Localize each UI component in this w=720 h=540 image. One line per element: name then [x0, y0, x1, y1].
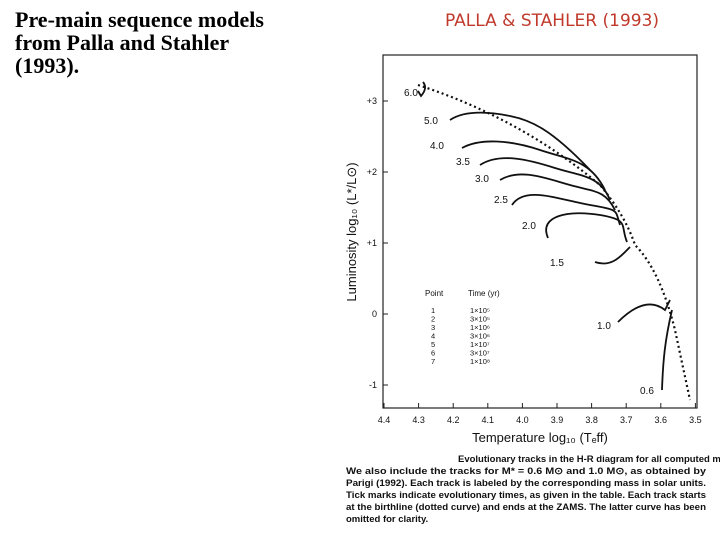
table-cell: 1	[431, 306, 435, 315]
table-cell: 7	[431, 357, 435, 366]
table-cell: 3	[431, 323, 435, 332]
evolutionary-track	[479, 157, 611, 201]
evolutionary-track	[449, 111, 591, 171]
tracks	[417, 81, 692, 401]
birthline	[417, 83, 692, 401]
table-header: Time (yr)	[468, 289, 500, 298]
table-cell: 1×10⁶	[470, 323, 490, 332]
table-cell: 4	[431, 332, 435, 341]
table-cell: 1×10⁸	[470, 357, 490, 366]
mass-label: 3.0	[475, 174, 489, 185]
x-tick-label: 4.1	[482, 415, 495, 425]
caption-line: omitted for clarity.	[346, 514, 428, 525]
x-tick-label: 4.0	[516, 415, 529, 425]
caption-line: We also include the tracks for M* = 0.6 …	[346, 466, 707, 477]
evolutionary-track	[417, 81, 426, 98]
table-cell: 6	[431, 349, 435, 358]
mass-label: 6.0	[404, 88, 418, 99]
caption-line: at the birthline (dotted curve) and ends…	[346, 502, 706, 513]
y-tick-label: +3	[367, 96, 377, 106]
mass-label: 1.5	[550, 258, 564, 269]
caption-line: Evolutionary tracks in the H-R diagram f…	[458, 454, 720, 465]
x-tick-label: 3.9	[551, 415, 564, 425]
evolutionary-track	[461, 140, 606, 191]
title-line: (1993).	[15, 53, 80, 78]
table-cell: 3×10⁶	[470, 332, 490, 341]
table-cell: 3×10⁷	[470, 349, 490, 358]
mass-label: 1.0	[597, 321, 611, 332]
x-tick-label: 4.3	[412, 415, 425, 425]
mass-label: 3.5	[456, 157, 470, 168]
mass-label: 0.6	[640, 386, 654, 397]
y-axis-label: Luminosity log₁₀ (L*/L⊙)	[344, 162, 359, 301]
handwritten-title: PALLA & STAHLER (1993)	[445, 11, 659, 31]
slide-title: Pre-main sequence models from Palla and …	[15, 8, 264, 77]
table-cell: 1×10⁵	[470, 306, 490, 315]
x-tick-label: 3.5	[689, 415, 702, 425]
plot-frame	[382, 54, 698, 409]
x-tick-label: 4.4	[378, 415, 391, 425]
caption-line: Parigi (1992). Each track is labeled by …	[346, 478, 706, 489]
table-cell: 3×10⁵	[470, 315, 490, 324]
x-tick-label: 4.2	[447, 415, 460, 425]
x-tick-label: 3.6	[655, 415, 668, 425]
y-tick-label: +1	[367, 238, 377, 248]
x-axis-label: Temperature log₁₀ (Tₑff)	[472, 430, 608, 445]
table-cell: 2	[431, 315, 435, 324]
title-line: Pre-main sequence models	[15, 7, 264, 32]
x-tick-label: 3.7	[620, 415, 633, 425]
evolutionary-track	[545, 212, 628, 243]
title-line: from Palla and Stahler	[15, 30, 230, 55]
evolutionary-track	[499, 173, 616, 211]
x-tick-label: 3.8	[585, 415, 598, 425]
caption-line: Tick marks indicate evolutionary times, …	[346, 490, 706, 501]
mass-label: 2.5	[494, 195, 508, 206]
mass-label: 2.0	[522, 221, 536, 232]
evolutionary-track	[617, 299, 671, 323]
y-tick-label: -1	[369, 380, 377, 390]
y-tick-label: 0	[372, 309, 377, 319]
y-tick-label: +2	[367, 167, 377, 177]
evolutionary-track	[661, 309, 673, 391]
mass-label: 4.0	[430, 141, 444, 152]
table-cell: 1×10⁷	[470, 340, 490, 349]
table-cell: 5	[431, 340, 435, 349]
table-header: Point	[425, 289, 444, 298]
evolutionary-track	[594, 246, 631, 265]
mass-label: 5.0	[424, 116, 438, 127]
evolutionary-track	[511, 194, 621, 226]
